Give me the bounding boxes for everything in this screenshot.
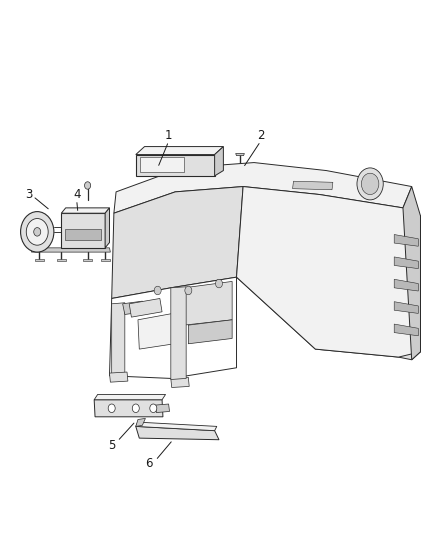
Polygon shape xyxy=(215,147,223,176)
Polygon shape xyxy=(61,208,110,213)
Polygon shape xyxy=(65,229,101,240)
Polygon shape xyxy=(171,287,186,379)
Polygon shape xyxy=(110,277,237,378)
Polygon shape xyxy=(394,324,418,336)
Polygon shape xyxy=(57,259,66,261)
Polygon shape xyxy=(123,301,145,314)
Polygon shape xyxy=(101,259,110,261)
Polygon shape xyxy=(138,313,174,349)
Polygon shape xyxy=(293,181,333,190)
Polygon shape xyxy=(394,235,418,246)
Circle shape xyxy=(85,182,91,189)
Polygon shape xyxy=(184,281,232,325)
Circle shape xyxy=(26,219,48,245)
Circle shape xyxy=(185,286,192,295)
Polygon shape xyxy=(155,404,170,413)
Polygon shape xyxy=(61,213,105,248)
Polygon shape xyxy=(94,394,166,400)
Polygon shape xyxy=(140,157,184,172)
Polygon shape xyxy=(136,418,145,426)
Text: 2: 2 xyxy=(257,130,265,142)
Circle shape xyxy=(132,404,139,413)
Polygon shape xyxy=(171,377,189,387)
Polygon shape xyxy=(35,259,44,261)
Polygon shape xyxy=(136,147,223,155)
Circle shape xyxy=(34,228,41,236)
Polygon shape xyxy=(403,187,420,360)
Polygon shape xyxy=(110,372,128,382)
Polygon shape xyxy=(105,208,110,248)
Text: 5: 5 xyxy=(108,439,115,451)
Polygon shape xyxy=(112,187,243,298)
Circle shape xyxy=(150,404,157,413)
Circle shape xyxy=(357,168,383,200)
Polygon shape xyxy=(94,400,163,417)
Polygon shape xyxy=(237,187,420,357)
Polygon shape xyxy=(394,302,418,313)
Circle shape xyxy=(154,286,161,295)
Polygon shape xyxy=(112,303,125,374)
Polygon shape xyxy=(236,154,244,156)
Circle shape xyxy=(108,404,115,413)
Text: 6: 6 xyxy=(145,457,153,470)
Polygon shape xyxy=(136,155,215,176)
Polygon shape xyxy=(136,426,219,440)
Polygon shape xyxy=(129,298,162,317)
Text: 1: 1 xyxy=(165,130,173,142)
Polygon shape xyxy=(237,187,420,360)
Polygon shape xyxy=(394,257,418,269)
Polygon shape xyxy=(83,259,92,261)
Circle shape xyxy=(21,212,54,252)
Text: 4: 4 xyxy=(73,188,81,201)
Polygon shape xyxy=(188,320,232,344)
Polygon shape xyxy=(31,248,110,252)
Circle shape xyxy=(215,279,223,288)
Circle shape xyxy=(361,173,379,195)
Polygon shape xyxy=(136,422,217,431)
Polygon shape xyxy=(394,279,418,291)
Polygon shape xyxy=(114,163,412,213)
Text: 3: 3 xyxy=(25,188,32,201)
